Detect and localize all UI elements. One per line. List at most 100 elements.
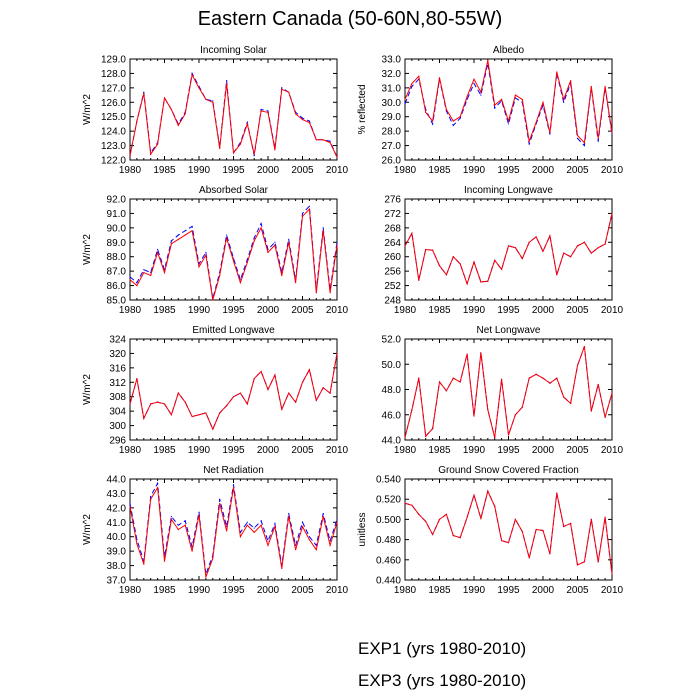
data-point	[336, 244, 338, 246]
data-point	[253, 155, 255, 157]
panel-title: Ground Snow Covered Fraction	[438, 465, 579, 476]
data-point	[267, 540, 269, 542]
x-tick-label: 1985	[153, 585, 176, 596]
x-tick-label: 2005	[566, 445, 589, 456]
series-exp3-yrs-1980-2010	[129, 73, 338, 158]
x-tick-label: 2010	[601, 165, 624, 176]
y-tick-label: 43.0	[107, 489, 127, 500]
data-point	[521, 98, 523, 100]
x-tick-label: 1985	[428, 585, 451, 596]
data-point	[507, 434, 510, 436]
data-point	[583, 561, 586, 563]
data-point	[308, 369, 310, 371]
series-exp3-yrs-1980-2010	[404, 345, 613, 439]
y-tick-label: 124.0	[101, 127, 126, 138]
data-point	[445, 513, 447, 515]
data-point	[507, 123, 510, 125]
series-line	[404, 63, 613, 147]
series-exp3-yrs-1980-2010	[129, 207, 338, 301]
figure-title: Eastern Canada (50-60N,80-55W)	[197, 8, 503, 30]
x-tick-label: 2000	[532, 305, 555, 316]
y-tick-label: 38.0	[107, 561, 127, 572]
plot-frame	[404, 198, 613, 301]
data-point	[418, 279, 420, 281]
x-tick-label: 2005	[291, 585, 314, 596]
data-point	[163, 97, 166, 99]
data-point	[253, 240, 255, 242]
data-point	[336, 518, 338, 521]
data-point	[198, 511, 200, 513]
data-point	[473, 82, 475, 85]
data-point	[226, 80, 228, 82]
data-point	[528, 140, 530, 142]
data-point	[501, 268, 503, 270]
data-point	[129, 276, 131, 278]
data-point	[212, 299, 214, 301]
series-line	[404, 60, 613, 144]
data-point	[611, 212, 613, 215]
panel-title: Incoming Longwave	[464, 185, 553, 196]
x-tick-label: 1985	[428, 165, 451, 176]
y-tick-label: 86.0	[107, 281, 127, 292]
series-line	[404, 489, 613, 575]
data-point	[611, 133, 613, 135]
x-tick-label: 1985	[153, 165, 176, 176]
data-point	[226, 234, 228, 236]
y-tick-label: 0.540	[376, 475, 401, 486]
y-tick-label: 87.0	[107, 267, 127, 278]
data-point	[445, 390, 447, 392]
legend-item-exp3: EXP3 (yrs 1980-2010)	[150, 667, 570, 695]
data-point	[432, 249, 434, 251]
series-line	[129, 353, 338, 431]
data-point	[260, 110, 262, 112]
chart-albedo: Albedo % reflected 26.0 27.0 28.0 29.0 30.0 31.…	[357, 45, 624, 176]
data-point	[556, 492, 558, 494]
y-tick-label: 304	[109, 407, 126, 418]
data-point	[301, 119, 304, 121]
chart-ground-snow-covered-fraction: Ground Snow Covered Fraction unitless 0.44…	[357, 465, 624, 596]
x-tick-label: 1980	[394, 305, 417, 316]
data-point	[143, 417, 145, 419]
data-point	[418, 513, 420, 515]
panel-title: Net Radiation	[203, 465, 264, 476]
data-point	[232, 396, 235, 398]
x-tick-label: 1980	[119, 445, 142, 456]
data-point	[459, 263, 461, 265]
data-point	[129, 502, 131, 505]
data-point	[404, 98, 406, 100]
data-point	[274, 523, 276, 525]
y-tick-label: 27.0	[382, 141, 402, 152]
data-point	[170, 243, 172, 245]
x-tick-label: 1980	[119, 165, 142, 176]
series-line	[404, 346, 613, 438]
y-tick-label: 256	[384, 267, 401, 278]
data-point	[253, 378, 255, 380]
data-point	[418, 75, 420, 77]
data-point	[184, 113, 186, 115]
data-point	[143, 563, 145, 565]
data-point	[336, 156, 338, 158]
data-point	[246, 123, 248, 125]
data-point	[322, 139, 324, 141]
data-point	[274, 149, 276, 151]
series-line	[129, 71, 338, 158]
data-point	[452, 377, 454, 379]
data-point	[191, 74, 193, 76]
data-point	[267, 111, 269, 113]
series-exp1-yrs-1980-2010	[129, 71, 338, 158]
data-point	[604, 416, 606, 418]
data-point	[507, 542, 510, 544]
y-tick-label: 92.0	[107, 195, 127, 206]
series-exp3-yrs-1980-2010	[129, 352, 338, 431]
y-tick-label: 91.0	[107, 209, 127, 220]
data-point	[239, 282, 241, 284]
data-point	[549, 131, 551, 134]
y-tick-label: 0.480	[376, 535, 401, 546]
data-point	[322, 513, 324, 515]
data-point	[205, 576, 207, 578]
data-point	[157, 248, 159, 251]
y-tick-label: 30.0	[382, 98, 402, 109]
chart-incoming-solar: Incoming Solar W/m^2 122.0 123.0 124.0 125.0 1…	[82, 45, 349, 176]
